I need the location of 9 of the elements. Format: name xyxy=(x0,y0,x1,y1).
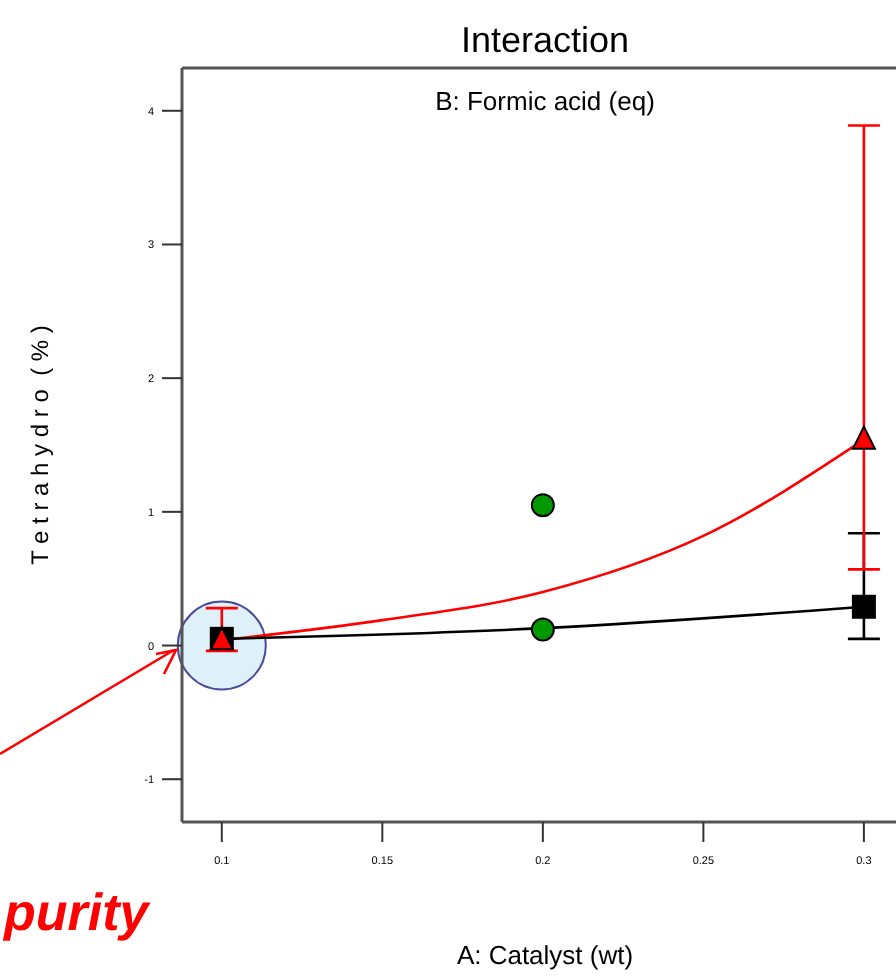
x-axis-title: A: Catalyst (wt) xyxy=(456,940,634,970)
text: purity xyxy=(2,882,152,942)
point xyxy=(530,617,555,642)
point xyxy=(530,493,555,518)
y-axis-title: T e t r a h y d r o ( % ) xyxy=(26,325,54,565)
chart-title: Interaction xyxy=(460,20,630,60)
text: B: Formic acid (eq) xyxy=(435,86,655,116)
point xyxy=(851,594,876,619)
point xyxy=(851,425,876,450)
